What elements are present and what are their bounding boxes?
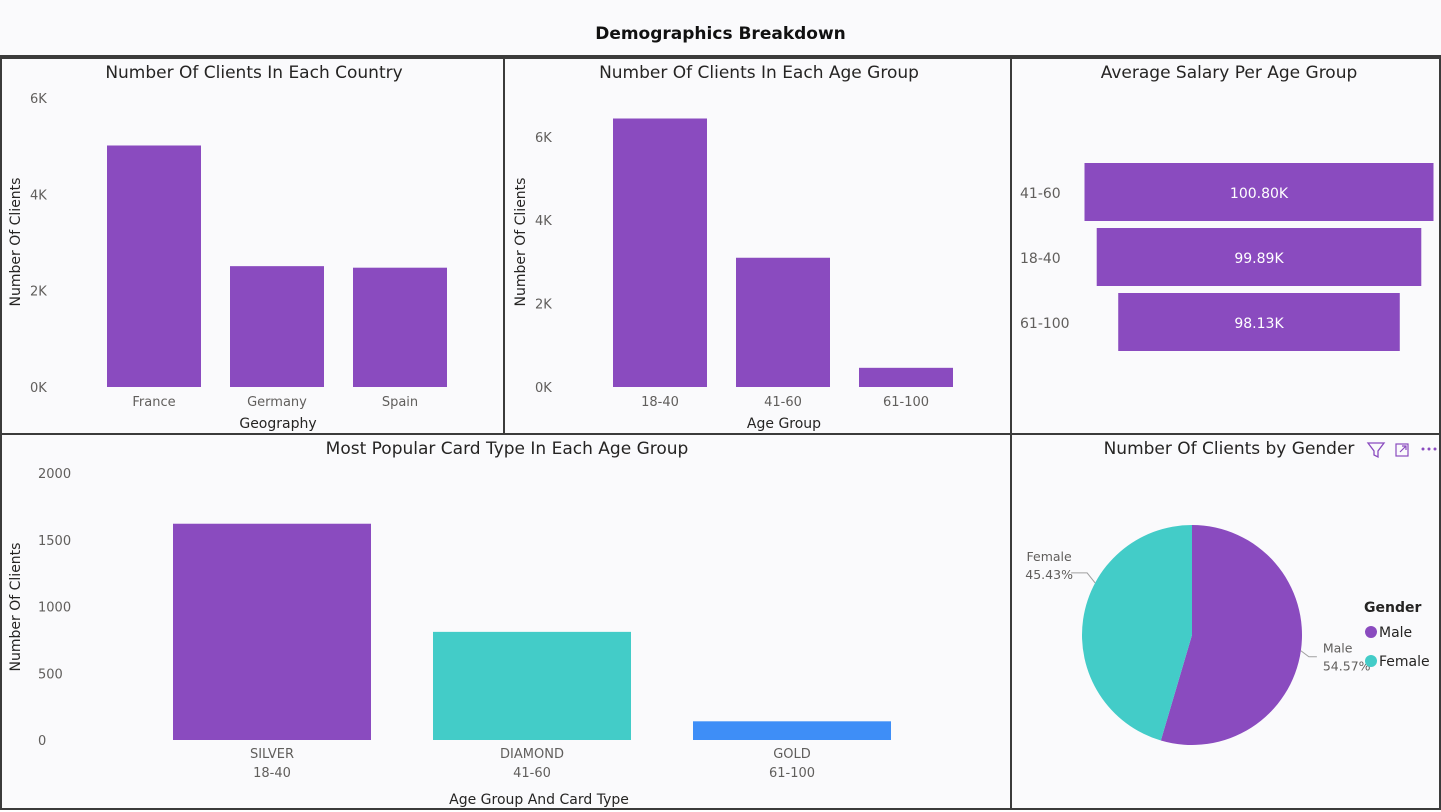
x-tick-label: Spain — [382, 395, 418, 410]
x-tick-label: Germany — [247, 395, 307, 410]
salary-by-age-group-chart: Average Salary Per Age Group 41-60 100.80K… — [1020, 63, 1434, 351]
focus-mode-icon[interactable] — [1395, 443, 1409, 457]
chart-title: Number Of Clients In Each Country — [105, 63, 402, 83]
x-tick-label: 61-100 — [883, 395, 929, 410]
x-tick-label: 41-60 — [764, 395, 802, 410]
x-subtick-label: 18-40 — [253, 766, 291, 781]
pie-slice-male[interactable] — [1160, 525, 1302, 745]
slice-label-percent: 45.43% — [1025, 567, 1073, 582]
bar-41-60[interactable] — [736, 257, 830, 387]
chart-title: Number Of Clients In Each Age Group — [599, 63, 919, 83]
y-axis-label: Number Of Clients — [8, 543, 24, 672]
slice-label-percent: 54.57% — [1323, 659, 1371, 674]
clients-by-gender-visual[interactable]: Number Of Clients by Gender Male 54.57% Fem… — [1010, 433, 1441, 810]
pie-slice-female[interactable] — [1082, 525, 1192, 741]
x-tick-label: SILVER — [250, 747, 294, 762]
y-tick-label: 18-40 — [1020, 251, 1061, 267]
slice-label-name: Male — [1323, 641, 1353, 656]
y-tick-label: 2000 — [38, 467, 71, 482]
x-subtick-label: 61-100 — [769, 766, 815, 781]
x-axis-label: Age Group — [747, 416, 821, 432]
more-options-dot — [1421, 447, 1425, 451]
clients-by-age-group-chart: Number Of Clients In Each Age Group 0K 2K 4… — [513, 63, 953, 432]
y-tick-label: 0K — [30, 381, 47, 396]
legend-title: Gender — [1364, 600, 1421, 616]
report-header: Demographics Breakdown — [0, 0, 1441, 57]
filter-icon-shape — [1366, 442, 1386, 459]
filter-icon[interactable] — [1366, 442, 1386, 459]
page-title: Demographics Breakdown — [595, 24, 846, 44]
clients-by-gender-chart: Number Of Clients by Gender Male 54.57% Fem… — [1025, 439, 1437, 745]
focus-mode-icon-arrow — [1399, 445, 1407, 453]
chart-title: Number Of Clients by Gender — [1104, 439, 1355, 459]
data-label: 100.80K — [1230, 186, 1289, 202]
slice-label-name: Female — [1027, 549, 1073, 564]
x-axis-label: Geography — [239, 416, 316, 432]
x-axis-label: Age Group And Card Type — [449, 792, 629, 808]
chart-title: Most Popular Card Type In Each Age Group — [326, 439, 689, 459]
legend-marker-female[interactable] — [1365, 655, 1377, 667]
bar-18-40[interactable] — [613, 118, 707, 388]
leader-line — [1300, 650, 1317, 658]
y-tick-label: 6K — [30, 92, 47, 107]
bar-silver[interactable] — [173, 523, 371, 740]
card-type-by-age-group-chart: Most Popular Card Type In Each Age Group… — [8, 439, 891, 808]
clients-by-age-group-visual[interactable]: Number Of Clients In Each Age Group 0K 2K 4… — [503, 57, 1012, 435]
y-tick-label: 0 — [38, 734, 46, 749]
y-tick-label: 4K — [535, 214, 552, 229]
x-tick-label: GOLD — [773, 747, 811, 762]
more-options-icon[interactable] — [1421, 447, 1437, 451]
y-tick-label: 1000 — [38, 601, 71, 616]
bar-diamond[interactable] — [433, 631, 631, 740]
legend-marker-male[interactable] — [1365, 626, 1377, 638]
salary-by-age-group-visual[interactable]: Average Salary Per Age Group 41-60 100.80K… — [1010, 57, 1441, 435]
bar-france[interactable] — [107, 145, 201, 387]
more-options-dot — [1427, 447, 1431, 451]
bar-18-40[interactable] — [1096, 228, 1422, 286]
bar-61-100[interactable] — [859, 367, 953, 387]
y-tick-label: 41-60 — [1020, 186, 1061, 202]
x-tick-label: France — [132, 395, 175, 410]
data-label: 98.13K — [1234, 316, 1284, 332]
data-label: 99.89K — [1234, 251, 1284, 267]
legend-item-female[interactable]: Female — [1379, 654, 1430, 670]
bar-germany[interactable] — [230, 266, 324, 387]
y-tick-label: 2K — [535, 298, 552, 313]
y-tick-label: 6K — [535, 131, 552, 146]
y-tick-label: 0K — [535, 381, 552, 396]
y-tick-label: 2K — [30, 285, 47, 300]
bar-41-60[interactable] — [1084, 163, 1434, 221]
y-axis-label: Number Of Clients — [8, 178, 24, 307]
y-tick-label: 61-100 — [1020, 316, 1070, 332]
x-tick-label: DIAMOND — [500, 747, 564, 762]
clients-by-country-visual[interactable]: Number Of Clients In Each Country 0K 2K 4K 6… — [0, 57, 505, 435]
y-tick-label: 1500 — [38, 534, 71, 549]
more-options-dot — [1433, 447, 1437, 451]
bar-61-100[interactable] — [1118, 293, 1400, 351]
leader-line — [1071, 572, 1096, 584]
y-tick-label: 4K — [30, 188, 47, 203]
card-type-by-age-group-visual[interactable]: Most Popular Card Type In Each Age Group… — [0, 433, 1012, 810]
y-axis-label: Number Of Clients — [513, 178, 529, 307]
y-tick-label: 500 — [38, 667, 63, 682]
chart-title: Average Salary Per Age Group — [1101, 63, 1358, 83]
x-subtick-label: 41-60 — [513, 766, 551, 781]
x-tick-label: 18-40 — [641, 395, 679, 410]
bar-spain[interactable] — [353, 267, 447, 387]
clients-by-country-chart: Number Of Clients In Each Country 0K 2K 4K 6… — [8, 63, 447, 432]
focus-mode-icon-frame — [1395, 443, 1409, 457]
bar-gold[interactable] — [693, 721, 891, 740]
legend-item-male[interactable]: Male — [1379, 625, 1412, 641]
